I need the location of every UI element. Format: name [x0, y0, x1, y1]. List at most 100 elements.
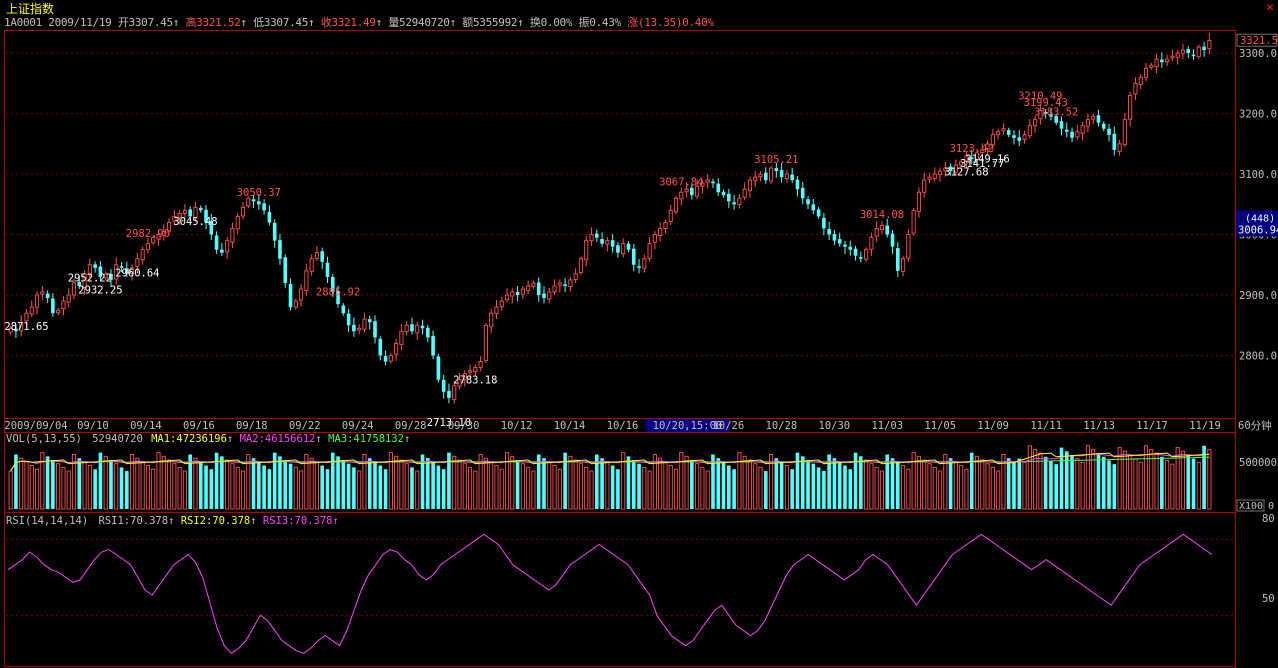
- candle-body-up: [985, 143, 990, 149]
- volume-bar-down: [188, 454, 192, 509]
- candle-body-down: [119, 266, 124, 268]
- candle-body-up: [568, 279, 573, 287]
- candle-body-down: [800, 187, 805, 199]
- candle-body-down: [447, 390, 451, 398]
- volume-bar-down: [378, 465, 383, 509]
- candle-body-down: [436, 356, 441, 380]
- volume-bar-up: [906, 468, 911, 510]
- volume-bar-down: [447, 452, 451, 509]
- candle-body-down: [1096, 115, 1101, 123]
- candle-body-down: [779, 170, 784, 178]
- high-annotation: 3014.08: [860, 209, 904, 221]
- volume-bar-up: [879, 470, 885, 510]
- candle-body-down: [188, 209, 192, 217]
- volume-bar-up: [172, 463, 177, 510]
- volume-bar-down: [1160, 456, 1164, 509]
- chart-frames: [4, 30, 1236, 668]
- quote-date: 2009/11/19: [48, 16, 112, 29]
- candle-body-up: [504, 294, 510, 301]
- volume-bar-up: [1080, 461, 1085, 510]
- volume-bar-down: [536, 454, 541, 509]
- vol-unit: X100: [1239, 501, 1263, 512]
- volume-bar-up: [145, 465, 150, 510]
- volume-bar-down: [594, 454, 599, 509]
- price-axis: 3300.03200.03100.03000.02900.02800.03321…: [1236, 33, 1278, 363]
- candle-body-up: [753, 176, 758, 182]
- volume-bar-up: [494, 465, 499, 510]
- candle-body-up: [1001, 128, 1006, 132]
- volume-bar-up: [642, 466, 647, 510]
- candle-body-down: [77, 281, 82, 286]
- candle-body-up: [82, 273, 87, 288]
- volume-bar-down: [262, 465, 266, 509]
- volume-bar-up: [742, 455, 747, 510]
- volume-bar-down: [763, 471, 768, 509]
- candle-body-up: [520, 288, 525, 295]
- volume-bar-up: [552, 465, 557, 510]
- vol-ma1: MA1:47236196: [151, 433, 227, 445]
- candle-body-down: [948, 166, 953, 172]
- candle-body-up: [1085, 119, 1090, 127]
- volume-bar-up: [990, 466, 995, 510]
- volume-bar-up: [668, 465, 673, 510]
- quote-info-bar: 1A0001 2009/11/19 开3307.45↑ 高3321.52↑ 低3…: [4, 16, 714, 29]
- candle-body-up: [499, 300, 504, 308]
- candle-body-down: [283, 257, 288, 283]
- low-annotation: 2952.22: [68, 272, 112, 284]
- candle-body-up: [362, 318, 367, 330]
- volume-bar-down: [346, 463, 351, 509]
- candle-body-up: [489, 312, 494, 328]
- candle-body-up: [452, 385, 457, 400]
- candle-body-up: [547, 291, 552, 300]
- volume-bar-down: [209, 469, 214, 509]
- candle-body-up: [177, 212, 182, 218]
- candle-body-up: [943, 167, 948, 172]
- volume-bar-down: [214, 452, 219, 509]
- candle-body-up: [309, 258, 314, 272]
- volume-bar-up: [953, 461, 958, 510]
- volume-bar-up: [388, 452, 393, 510]
- volume-bar-up: [357, 470, 362, 510]
- volume-bar-up: [182, 470, 187, 510]
- volume-bar-up: [621, 452, 626, 510]
- candle-body-down: [367, 319, 372, 323]
- volume-bar-up: [520, 463, 525, 510]
- time-tick-label: 10/26: [713, 420, 745, 432]
- volume-bar-up: [700, 466, 705, 510]
- candle-body-down: [616, 245, 620, 253]
- volume-bar-up: [114, 463, 119, 510]
- volume-bar-down: [1107, 460, 1111, 509]
- candle-body-up: [1133, 82, 1138, 95]
- close-icon[interactable]: ✕: [1266, 0, 1274, 15]
- candle-body-down: [278, 240, 282, 259]
- candle-body-up: [145, 243, 150, 251]
- volume-bar-down: [77, 458, 82, 509]
- candle-body-down: [257, 201, 261, 205]
- candle-body-down: [1186, 49, 1191, 54]
- volume-bar-up: [547, 461, 552, 510]
- candle-body-down: [204, 209, 208, 223]
- volume-bar-down: [515, 460, 520, 509]
- volume-bar-down: [848, 469, 853, 509]
- volume-bar-up: [452, 455, 457, 510]
- volume-bar-up: [87, 465, 92, 510]
- vol-ma1-line: [10, 452, 1210, 472]
- volume-bar-up: [705, 470, 710, 510]
- candle-body-down: [125, 268, 129, 274]
- candle-body-up: [906, 234, 911, 259]
- candle-body-down: [827, 229, 831, 235]
- vol-axis-label: 500000: [1239, 457, 1277, 469]
- volume-bar-up: [161, 455, 166, 510]
- price-annotations: 3050.37 3067.84 2960.64 2982.90 2871.65 2885.…: [4, 90, 1078, 429]
- volume-value: 量52940720: [388, 16, 450, 29]
- candle-body-up: [473, 367, 478, 373]
- volume-bar-down: [1054, 464, 1059, 509]
- candle-body-down: [346, 313, 351, 326]
- candle-body-up: [1175, 52, 1180, 58]
- low-annotation: 2783.18: [453, 375, 497, 387]
- candle-body-up: [668, 209, 673, 222]
- high-annotation: 2885.92: [316, 287, 360, 299]
- high-annotation: 3050.37: [237, 187, 281, 199]
- candle-body-down: [288, 283, 293, 308]
